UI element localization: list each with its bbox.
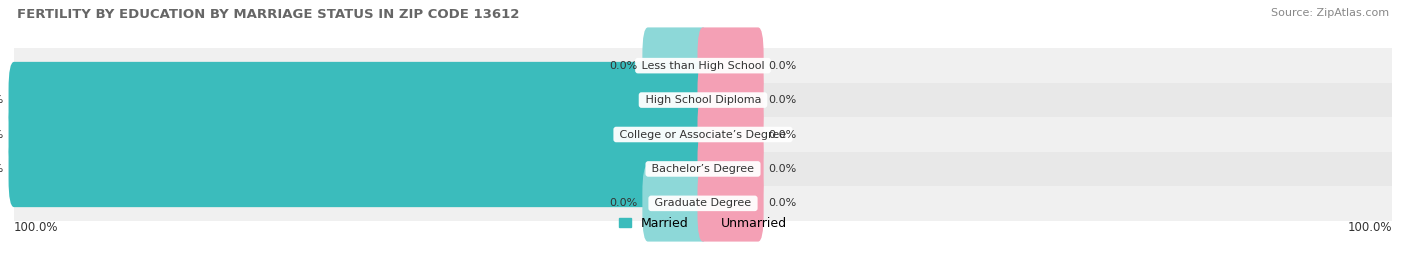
Bar [14, 186, 1392, 221]
Text: 0.0%: 0.0% [769, 129, 797, 140]
Text: 0.0%: 0.0% [769, 95, 797, 105]
Bar [14, 117, 1392, 152]
Text: 0.0%: 0.0% [769, 61, 797, 71]
Bar [14, 152, 1392, 186]
Text: 100.0%: 100.0% [0, 164, 4, 174]
Text: 100.0%: 100.0% [0, 95, 4, 105]
Text: FERTILITY BY EDUCATION BY MARRIAGE STATUS IN ZIP CODE 13612: FERTILITY BY EDUCATION BY MARRIAGE STATU… [17, 8, 519, 21]
Text: 0.0%: 0.0% [769, 198, 797, 208]
FancyBboxPatch shape [697, 165, 763, 242]
Text: College or Associate’s Degree: College or Associate’s Degree [616, 129, 790, 140]
Text: 0.0%: 0.0% [609, 61, 637, 71]
Text: 100.0%: 100.0% [0, 129, 4, 140]
Text: Source: ZipAtlas.com: Source: ZipAtlas.com [1271, 8, 1389, 18]
FancyBboxPatch shape [8, 62, 709, 138]
Text: Graduate Degree: Graduate Degree [651, 198, 755, 208]
FancyBboxPatch shape [643, 27, 709, 104]
FancyBboxPatch shape [697, 131, 763, 207]
Text: 100.0%: 100.0% [14, 221, 59, 233]
FancyBboxPatch shape [697, 62, 763, 138]
Bar [14, 48, 1392, 83]
Text: Bachelor’s Degree: Bachelor’s Degree [648, 164, 758, 174]
FancyBboxPatch shape [643, 165, 709, 242]
FancyBboxPatch shape [697, 96, 763, 173]
FancyBboxPatch shape [697, 27, 763, 104]
FancyBboxPatch shape [8, 96, 709, 173]
Legend: Married, Unmarried: Married, Unmarried [613, 212, 793, 235]
Text: High School Diploma: High School Diploma [641, 95, 765, 105]
Text: 0.0%: 0.0% [769, 164, 797, 174]
Text: 100.0%: 100.0% [1347, 221, 1392, 233]
Text: Less than High School: Less than High School [638, 61, 768, 71]
Bar [14, 83, 1392, 117]
Text: 0.0%: 0.0% [609, 198, 637, 208]
FancyBboxPatch shape [8, 131, 709, 207]
